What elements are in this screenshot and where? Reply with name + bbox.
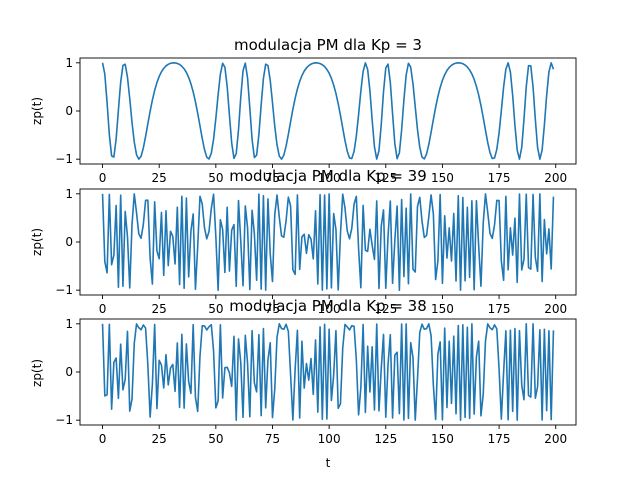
x-tick-label: 75 — [265, 302, 280, 316]
y-tick-label: 1 — [65, 56, 73, 70]
x-tick-label: 75 — [265, 171, 280, 185]
x-tick-label: 50 — [208, 302, 223, 316]
series-line-3 — [101, 323, 555, 421]
x-tick-label: 50 — [208, 171, 223, 185]
x-tick-label: 175 — [488, 171, 511, 185]
subplot-3: 0 25 50 75 100 125 150 175 200 −1 0 1 modulacja PM d… — [30, 297, 577, 470]
subplot-2-ylabel: zp(t) — [30, 228, 44, 256]
x-tick-label: 150 — [431, 171, 454, 185]
x-tick-label: 100 — [318, 171, 341, 185]
y-tick-label: 0 — [65, 104, 73, 118]
x-tick-label: 50 — [208, 432, 223, 446]
subplot-2: 0 25 50 75 100 125 150 175 200 −1 0 1 modulacja PM d… — [30, 167, 577, 316]
subplot-1: 0 25 50 75 100 125 150 175 200 −1 0 1 modulacja PM d… — [30, 36, 577, 185]
x-tick-label: 125 — [374, 171, 397, 185]
subplot-1-title: modulacja PM dla Kp = 3 — [234, 36, 422, 54]
x-tick-label: 25 — [152, 432, 167, 446]
series-line-1 — [101, 62, 555, 160]
x-tick-label: 0 — [99, 302, 107, 316]
y-tick-label: −1 — [55, 413, 73, 427]
x-tick-label: 175 — [488, 432, 511, 446]
y-tick-label: −1 — [55, 152, 73, 166]
x-tick-label: 100 — [318, 302, 341, 316]
x-tick-label: 200 — [544, 171, 567, 185]
x-tick-label: 25 — [152, 302, 167, 316]
y-tick-label: 0 — [65, 365, 73, 379]
subplot-2-title: modulacja PM dla Kp = 39 — [229, 167, 427, 185]
subplot-3-title: modulacja PM dla Kp = 38 — [229, 297, 427, 315]
series-line-2 — [101, 193, 555, 291]
subplot-1-ylabel: zp(t) — [30, 97, 44, 125]
x-tick-label: 0 — [99, 432, 107, 446]
x-tick-label: 150 — [431, 432, 454, 446]
x-tick-label: 175 — [488, 302, 511, 316]
x-tick-label: 150 — [431, 302, 454, 316]
subplot-3-ylabel: zp(t) — [30, 359, 44, 387]
y-tick-label: 1 — [65, 187, 73, 201]
y-tick-label: 1 — [65, 317, 73, 331]
x-tick-label: 100 — [318, 432, 341, 446]
subplot-3-xlabel: t — [326, 456, 331, 470]
y-tick-label: 0 — [65, 235, 73, 249]
x-tick-label: 125 — [374, 302, 397, 316]
x-tick-label: 75 — [265, 432, 280, 446]
x-tick-label: 0 — [99, 171, 107, 185]
x-tick-label: 25 — [152, 171, 167, 185]
x-tick-label: 200 — [544, 432, 567, 446]
x-tick-label: 125 — [374, 432, 397, 446]
y-tick-label: −1 — [55, 283, 73, 297]
x-tick-label: 200 — [544, 302, 567, 316]
